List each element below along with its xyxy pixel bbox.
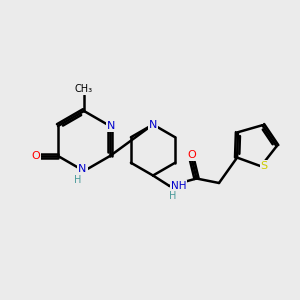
Text: N: N (149, 119, 157, 130)
Text: S: S (260, 161, 268, 171)
Text: H: H (169, 190, 177, 201)
Text: N: N (107, 121, 116, 131)
Text: NH: NH (171, 181, 187, 191)
Text: O: O (31, 151, 40, 161)
Text: O: O (188, 150, 196, 161)
Text: N: N (78, 164, 87, 175)
Text: CH₃: CH₃ (75, 84, 93, 94)
Text: H: H (74, 175, 81, 185)
